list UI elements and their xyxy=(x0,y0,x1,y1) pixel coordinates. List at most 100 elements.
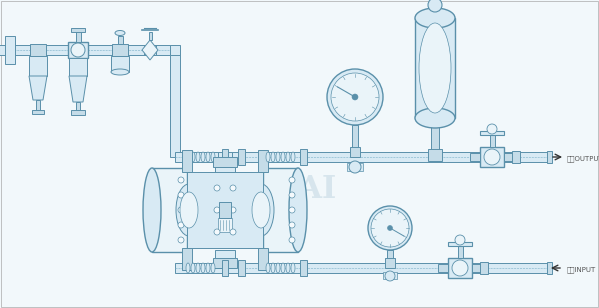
Ellipse shape xyxy=(266,152,270,162)
Circle shape xyxy=(230,185,236,191)
Ellipse shape xyxy=(271,263,275,273)
Bar xyxy=(0,45,5,55)
Ellipse shape xyxy=(248,184,274,236)
Circle shape xyxy=(385,271,395,281)
Bar xyxy=(489,135,495,147)
Ellipse shape xyxy=(291,263,295,273)
Circle shape xyxy=(484,149,500,165)
Circle shape xyxy=(71,43,85,57)
Ellipse shape xyxy=(201,152,205,162)
Ellipse shape xyxy=(211,152,215,162)
Circle shape xyxy=(452,260,468,276)
Ellipse shape xyxy=(286,152,290,162)
Ellipse shape xyxy=(206,263,210,273)
Bar xyxy=(263,168,298,252)
Circle shape xyxy=(178,237,184,243)
Ellipse shape xyxy=(115,30,125,35)
Bar xyxy=(428,149,442,161)
Ellipse shape xyxy=(271,152,275,162)
Ellipse shape xyxy=(276,263,280,273)
Ellipse shape xyxy=(191,152,195,162)
Bar xyxy=(152,168,187,252)
Bar xyxy=(213,157,237,167)
Bar xyxy=(222,260,228,276)
Bar xyxy=(470,153,480,161)
Circle shape xyxy=(289,192,295,198)
Bar xyxy=(448,258,472,278)
Circle shape xyxy=(289,222,295,228)
Bar xyxy=(258,150,268,172)
Bar xyxy=(504,153,514,161)
Bar xyxy=(300,260,307,276)
Circle shape xyxy=(178,222,184,228)
Ellipse shape xyxy=(276,152,280,162)
Ellipse shape xyxy=(201,263,205,273)
Bar xyxy=(68,42,88,58)
Bar xyxy=(5,36,15,64)
Bar xyxy=(175,263,548,273)
Ellipse shape xyxy=(286,263,290,273)
Bar xyxy=(458,246,462,258)
Circle shape xyxy=(178,207,184,213)
Bar xyxy=(215,250,235,258)
Bar xyxy=(238,149,245,165)
Bar xyxy=(144,45,156,55)
Bar xyxy=(472,264,482,272)
Bar xyxy=(387,250,393,263)
Circle shape xyxy=(368,206,412,250)
Bar xyxy=(32,110,44,114)
Bar xyxy=(480,262,488,274)
Ellipse shape xyxy=(191,263,195,273)
Text: 入口INPUT: 入口INPUT xyxy=(567,266,596,273)
Bar xyxy=(547,151,552,163)
Bar xyxy=(75,32,80,42)
Ellipse shape xyxy=(415,108,455,128)
Bar xyxy=(222,149,228,165)
Bar xyxy=(5,45,175,55)
Bar xyxy=(213,258,237,268)
Ellipse shape xyxy=(415,8,455,28)
Bar xyxy=(383,272,397,279)
Ellipse shape xyxy=(186,152,190,162)
Bar xyxy=(218,218,232,232)
Ellipse shape xyxy=(281,152,285,162)
Circle shape xyxy=(214,229,220,235)
Circle shape xyxy=(327,69,383,125)
Text: 出口OUTPUT: 出口OUTPUT xyxy=(567,155,599,162)
Circle shape xyxy=(178,192,184,198)
Text: ITAI: ITAI xyxy=(264,175,337,205)
Ellipse shape xyxy=(196,263,200,273)
Circle shape xyxy=(487,124,497,134)
Bar xyxy=(182,248,192,270)
Circle shape xyxy=(289,237,295,243)
Bar xyxy=(415,18,455,118)
Bar xyxy=(352,125,358,152)
Circle shape xyxy=(214,207,220,213)
Bar xyxy=(512,151,520,163)
Bar xyxy=(117,36,123,44)
Bar xyxy=(218,152,232,162)
Bar xyxy=(480,147,504,167)
Polygon shape xyxy=(69,76,87,102)
Ellipse shape xyxy=(266,263,270,273)
Ellipse shape xyxy=(143,168,161,252)
Bar xyxy=(215,167,235,175)
Bar xyxy=(187,172,263,248)
Bar xyxy=(350,147,360,157)
Bar xyxy=(30,44,46,56)
Ellipse shape xyxy=(111,69,129,75)
Bar xyxy=(238,260,245,276)
Bar xyxy=(182,150,192,172)
Circle shape xyxy=(428,0,442,12)
Circle shape xyxy=(289,207,295,213)
Ellipse shape xyxy=(289,168,307,252)
Ellipse shape xyxy=(211,263,215,273)
Circle shape xyxy=(289,177,295,183)
Circle shape xyxy=(214,185,220,191)
Bar xyxy=(432,8,437,18)
Ellipse shape xyxy=(196,152,200,162)
Ellipse shape xyxy=(186,263,190,273)
Bar xyxy=(170,50,180,157)
Bar xyxy=(431,126,439,152)
Bar xyxy=(547,262,552,274)
